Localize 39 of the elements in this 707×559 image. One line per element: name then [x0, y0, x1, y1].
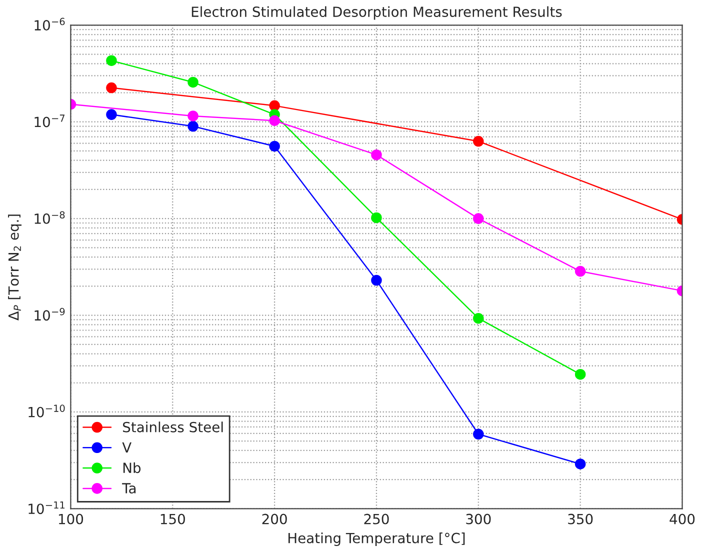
point — [269, 140, 280, 152]
point — [473, 213, 484, 224]
point — [473, 312, 484, 324]
y-axis-title: Δ$_{P}$ [Torr N$_{2}$ eq.] — [8, 214, 22, 320]
point — [106, 55, 117, 66]
point — [188, 120, 198, 132]
y-tick-label: 10$^{−11}$ — [28, 501, 65, 514]
point — [371, 149, 382, 160]
point — [269, 100, 280, 112]
y-tick-label: 10$^{−6}$ — [34, 18, 65, 31]
point — [574, 266, 586, 277]
point — [574, 458, 586, 470]
x-tick-label: 300 — [466, 514, 491, 524]
point — [371, 212, 382, 224]
legend-label: V — [122, 442, 132, 453]
x-tick-label: 200 — [262, 514, 287, 524]
point — [574, 368, 586, 380]
chart-title: Electron Stimulated Desorption Measurement Results — [192, 6, 562, 20]
point — [371, 274, 382, 286]
x-tick-label: 250 — [364, 514, 389, 524]
x-tick-label: 100 — [58, 514, 84, 524]
point — [473, 428, 484, 440]
x-tick-label: 150 — [160, 514, 185, 524]
y-tick-label: 10$^{−9}$ — [34, 308, 65, 321]
y-tick-label: 10$^{−10}$ — [28, 404, 65, 418]
y-tick-label: 10$^{−8}$ — [34, 211, 65, 224]
x-axis-title: Heating Temperature [°C] — [288, 532, 465, 546]
x-tick-label: 400 — [670, 514, 695, 524]
x-tick-label: 350 — [568, 514, 593, 524]
point — [188, 110, 198, 122]
point — [188, 76, 198, 88]
point — [473, 136, 484, 147]
point — [106, 109, 117, 120]
y-tick-label: 10$^{−7}$ — [34, 114, 65, 128]
legend-label: Nb — [123, 462, 141, 474]
point — [269, 115, 280, 126]
legend-label: Ta — [122, 483, 136, 494]
point — [106, 82, 117, 94]
legend-label: Stainless Steel — [123, 422, 223, 432]
